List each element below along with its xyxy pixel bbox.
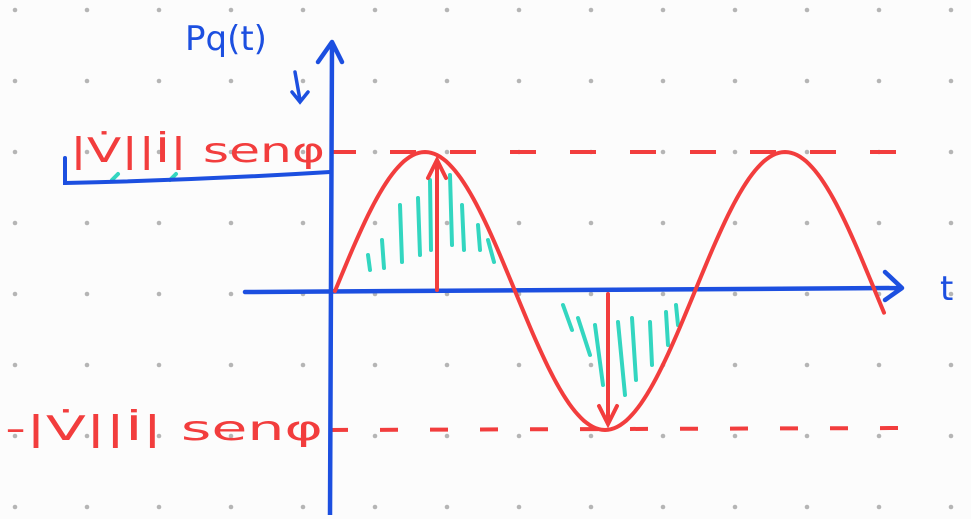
y-axis-label: Pq(t) <box>185 19 267 59</box>
diagram: Pq(t) t |V̇||İ| senφ -|V̇||İ| senφ <box>0 0 971 515</box>
min-label: -|V̇||İ| senφ <box>5 409 323 449</box>
x-axis-label: t <box>940 269 953 309</box>
max-label: |V̇||İ| senφ <box>70 131 325 171</box>
page: Pq(t) t |V̇||İ| senφ -|V̇||İ| senφ (() =… <box>0 0 971 515</box>
